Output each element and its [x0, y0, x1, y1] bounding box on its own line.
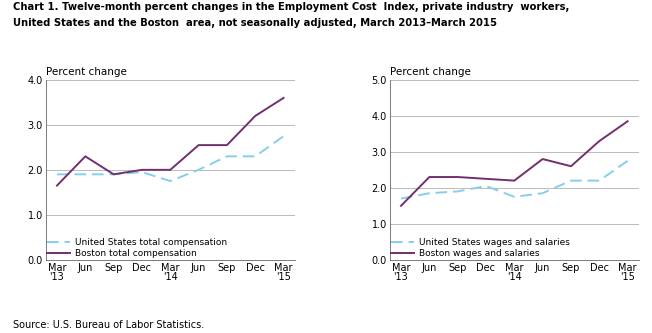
Text: Chart 1. Twelve-month percent changes in the Employment Cost  Index, private ind: Chart 1. Twelve-month percent changes in… — [13, 2, 569, 12]
Text: Percent change: Percent change — [46, 67, 126, 77]
Text: Source: U.S. Bureau of Labor Statistics.: Source: U.S. Bureau of Labor Statistics. — [13, 320, 204, 330]
Text: Percent change: Percent change — [390, 67, 471, 77]
Legend: United States total compensation, Boston total compensation: United States total compensation, Boston… — [48, 238, 227, 258]
Text: United States and the Boston  area, not seasonally adjusted, March 2013–March 20: United States and the Boston area, not s… — [13, 18, 497, 28]
Legend: United States wages and salaries, Boston wages and salaries: United States wages and salaries, Boston… — [391, 238, 569, 258]
